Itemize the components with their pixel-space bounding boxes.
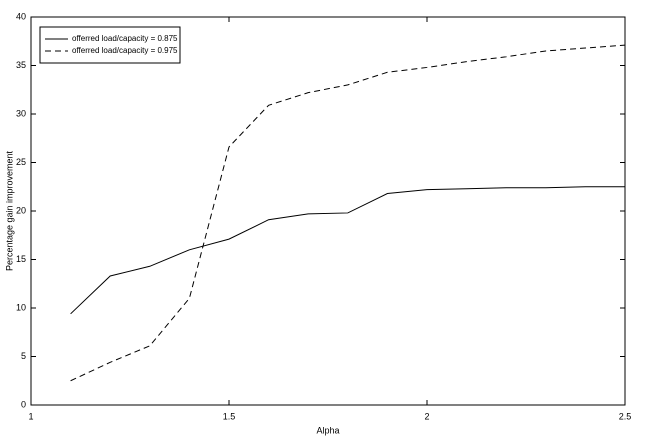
legend-label: offerred load/capacity = 0.975 [72,46,178,55]
y-tick-label: 15 [16,254,26,264]
y-tick-label: 5 [21,351,26,361]
line-series [70,186,625,315]
y-tick-label: 20 [16,205,26,215]
y-tick-label: 0 [21,399,26,409]
y-tick-label: 35 [16,60,26,70]
y-tick-label: 25 [16,157,26,167]
line-series [70,44,626,382]
x-axis-label: Alpha [316,425,339,435]
x-tick-label: 2.5 [619,411,632,421]
legend-label: offerred load/capacity = 0.875 [72,34,178,43]
x-tick-label: 1.5 [223,411,236,421]
y-tick-label: 10 [16,302,26,312]
legend-box [39,26,181,64]
y-tick-label: 40 [16,11,26,21]
x-tick-label: 1 [28,411,33,421]
y-tick-label: 30 [16,108,26,118]
x-tick-label: 2 [424,411,429,421]
plot-frame [30,16,626,406]
y-axis-label: Percentage gain improvement [4,150,14,271]
